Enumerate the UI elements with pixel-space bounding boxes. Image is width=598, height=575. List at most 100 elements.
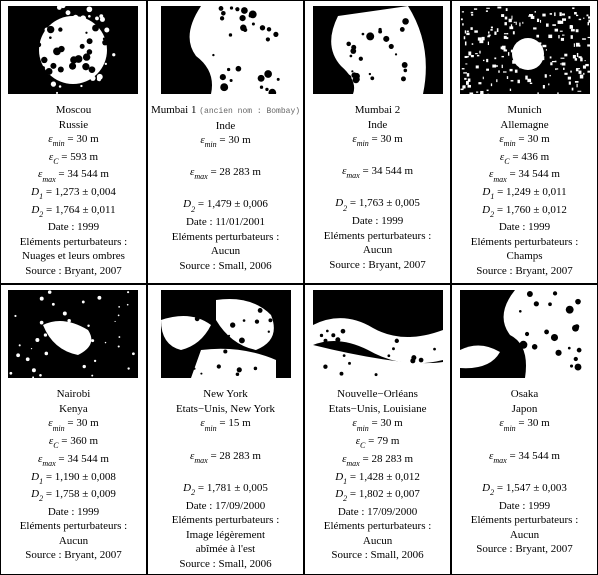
city-name: Munich	[507, 104, 541, 116]
eps-min-line: εmin = 30 m	[352, 417, 402, 434]
city-line: Nouvelle−Orléans	[337, 388, 418, 402]
pert-line-2: abîmée à l'est	[196, 543, 255, 557]
pert-line: Champs	[506, 250, 542, 264]
pert-label-line: Eléments perturbateurs :	[324, 520, 432, 534]
date-line: Date : 1999	[499, 221, 550, 235]
pert-line: Aucun	[363, 535, 392, 549]
city-name: Moscou	[56, 104, 91, 116]
city-cell: OsakaJaponεmin = 30 m εmax = 34 544 m D2…	[451, 284, 598, 575]
satellite-thumbnail	[460, 290, 590, 378]
satellite-thumbnail	[460, 6, 590, 94]
blank-line	[224, 184, 227, 198]
city-name: Nouvelle−Orléans	[337, 388, 418, 400]
eps-max-line: εmax = 28 283 m	[190, 450, 261, 467]
eps-c-line: εC = 360 m	[49, 435, 98, 452]
d1-line: D1 = 1,249 ± 0,011	[482, 186, 566, 203]
country-line: Japon	[512, 403, 538, 417]
source-line: Source : Bryant, 2007	[25, 265, 122, 279]
d2-line: D2 = 1,758 ± 0,009	[31, 488, 116, 505]
pert-label-line: Eléments perturbateurs :	[172, 231, 280, 245]
city-cell: NairobiKenyaεmin = 30 mεC = 360 mεmax = …	[0, 284, 147, 575]
satellite-thumbnail	[161, 290, 291, 378]
country-line: Etats−Unis, New York	[176, 403, 275, 417]
country-line: Kenya	[59, 403, 88, 417]
eps-c-line: εC = 79 m	[356, 435, 400, 452]
city-name: New York	[203, 388, 248, 400]
city-line: Mumbai 2	[355, 104, 401, 118]
eps-c-line: εC = 593 m	[49, 151, 98, 168]
blank-line	[376, 183, 379, 197]
date-line: Date : 17/09/2000	[338, 506, 417, 520]
satellite-thumbnail	[313, 290, 443, 378]
pert-line: Aucun	[211, 245, 240, 259]
city-name: Mumbai 1	[151, 104, 197, 116]
date-line: Date : 11/01/2001	[186, 216, 265, 230]
pert-label-line: Eléments perturbateurs :	[324, 230, 432, 244]
city-cell: Munich Allemagneεmin = 30 mεC = 436 mεmax…	[451, 0, 598, 284]
country-line: Allemagne	[500, 119, 548, 133]
satellite-thumbnail	[161, 6, 291, 94]
eps-c-line: εC = 436 m	[500, 151, 549, 168]
d2-line: D2 = 1,547 ± 0,003	[482, 482, 567, 499]
ancien-nom: (ancien nom : Bombay)	[199, 107, 300, 116]
d1-line: D1 = 1,273 ± 0,004	[31, 186, 116, 203]
blank-line	[376, 151, 379, 165]
eps-min-line: εmin = 30 m	[499, 417, 549, 434]
d2-line: D2 = 1,781 ± 0,005	[183, 482, 268, 499]
city-line: Mumbai 1 (ancien nom : Bombay)	[151, 104, 300, 119]
country-line: Inde	[368, 119, 388, 133]
eps-min-line: εmin = 30 m	[200, 134, 250, 151]
date-line: Date : 1999	[48, 221, 99, 235]
pert-label-line: Eléments perturbateurs :	[20, 236, 128, 250]
city-meta: MoscouRussieεmin = 30 mεC = 593 mεmax = …	[4, 104, 143, 278]
satellite-thumbnail	[8, 6, 138, 94]
country-line: Russie	[59, 119, 88, 133]
pert-line: Aucun	[59, 535, 88, 549]
eps-max-line: εmax = 28 283 m	[342, 453, 413, 470]
satellite-thumbnail	[313, 6, 443, 94]
city-meta: NairobiKenyaεmin = 30 mεC = 360 mεmax = …	[4, 388, 143, 562]
city-cell: Nouvelle−Orléans Etats−Unis, Louisianeεmi…	[304, 284, 451, 575]
city-meta: New YorkEtats−Unis, New Yorkεmin = 15 m …	[151, 388, 300, 571]
blank-line	[224, 467, 227, 481]
eps-min-line: εmin = 30 m	[499, 133, 549, 150]
pert-label-line: Eléments perturbateurs :	[471, 514, 579, 528]
city-cell: MoscouRussieεmin = 30 mεC = 593 mεmax = …	[0, 0, 147, 284]
date-line: Date : 1999	[352, 215, 403, 229]
source-line: Source : Bryant, 2007	[329, 259, 426, 273]
pert-label-line: Eléments perturbateurs :	[172, 514, 280, 528]
pert-label-line: Eléments perturbateurs :	[471, 236, 579, 250]
city-meta: Mumbai 2Indeεmin = 30 m εmax = 34 544 m …	[308, 104, 447, 272]
country-line: Etats−Unis, Louisiane	[329, 403, 427, 417]
d2-line: D2 = 1,760 ± 0,012	[482, 204, 567, 221]
eps-max-line: εmax = 28 283 m	[190, 166, 261, 183]
d2-line: D2 = 1,763 ± 0,005	[335, 197, 420, 214]
date-line: Date : 17/09/2000	[186, 500, 265, 514]
blank-line	[224, 152, 227, 166]
eps-min-line: εmin = 15 m	[200, 417, 250, 434]
source-line: Source : Bryant, 2007	[25, 549, 122, 563]
city-meta: Nouvelle−Orléans Etats−Unis, Louisianeεmi…	[308, 388, 447, 562]
city-name: Mumbai 2	[355, 104, 401, 116]
d1-line: D1 = 1,428 ± 0,012	[335, 471, 420, 488]
city-line: Osaka	[511, 388, 539, 402]
pert-line: Aucun	[363, 244, 392, 258]
pert-line: Aucun	[510, 529, 539, 543]
source-line: Source : Small, 2006	[331, 549, 423, 563]
d1-line: D1 = 1,190 ± 0,008	[31, 471, 116, 488]
eps-max-line: εmax = 34 544 m	[489, 450, 560, 467]
city-line: Moscou	[56, 104, 91, 118]
city-line: Nairobi	[57, 388, 91, 402]
d2-line: D2 = 1,802 ± 0,007	[335, 488, 420, 505]
eps-max-line: εmax = 34 544 m	[38, 453, 109, 470]
blank-line	[523, 467, 526, 481]
source-line: Source : Small, 2006	[179, 558, 271, 572]
d2-line: D2 = 1,764 ± 0,011	[31, 204, 115, 221]
eps-max-line: εmax = 34 544 m	[489, 168, 560, 185]
date-line: Date : 1999	[48, 506, 99, 520]
city-line: Munich	[507, 104, 541, 118]
city-line: New York	[203, 388, 248, 402]
date-line: Date : 1999	[499, 500, 550, 514]
city-meta: OsakaJaponεmin = 30 m εmax = 34 544 m D2…	[455, 388, 594, 556]
eps-max-line: εmax = 34 544 m	[38, 168, 109, 185]
